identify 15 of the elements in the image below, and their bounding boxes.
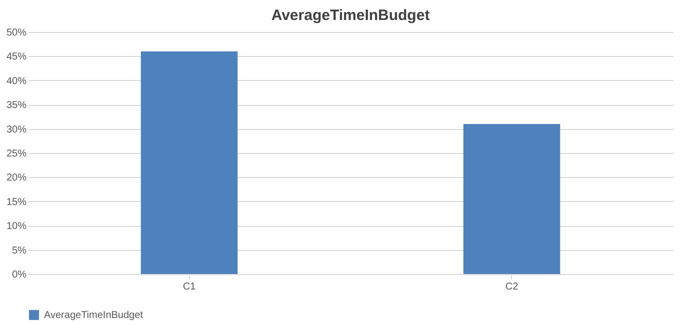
chart-title: AverageTimeInBudget xyxy=(271,7,430,24)
y-tick-label: 30% xyxy=(6,124,27,136)
x-tick-label: C1 xyxy=(182,282,196,292)
x-tick-label: C2 xyxy=(505,282,519,292)
y-tick-label: 40% xyxy=(6,76,27,87)
y-tick-label: 45% xyxy=(6,52,27,63)
y-tick-label: 50% xyxy=(6,28,27,38)
y-tick-label: 15% xyxy=(6,196,27,208)
legend-label: AverageTimeInBudget xyxy=(44,310,144,321)
y-tick-label: 20% xyxy=(6,172,27,184)
y-tick-label: 10% xyxy=(6,221,27,232)
y-tick-label: 35% xyxy=(6,100,27,112)
y-tick-label: 5% xyxy=(12,245,27,256)
y-tick-label: 0% xyxy=(12,270,27,280)
y-tick-label: 25% xyxy=(6,148,27,160)
